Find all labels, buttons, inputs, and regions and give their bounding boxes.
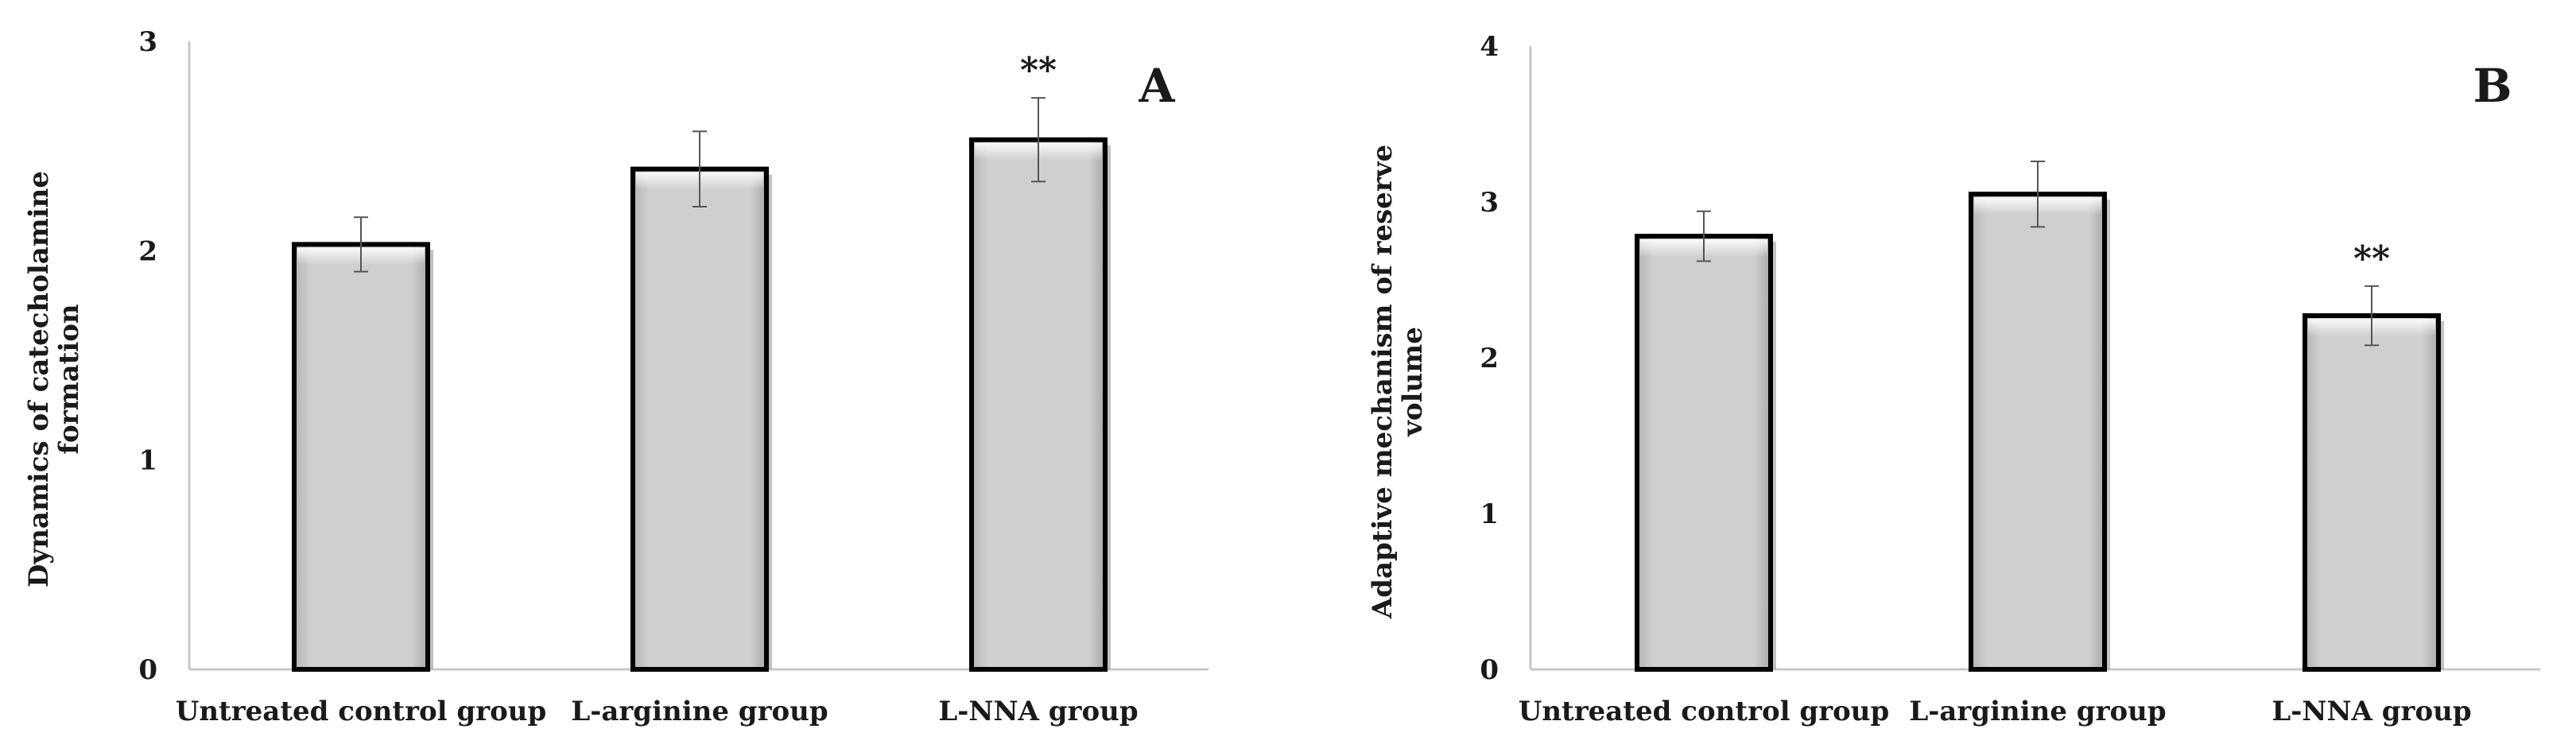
category-label: Untreated control group	[1519, 696, 1890, 727]
bar	[1635, 234, 1773, 672]
category-label: L-arginine group	[1909, 696, 2166, 727]
y-axis-label-line: volume	[1397, 327, 1429, 437]
category-label: L-NNA group	[938, 696, 1138, 727]
bar	[969, 137, 1108, 672]
chart-panel-A: 0 1 2 3 Dynamics of catecholamineformation A U…	[23, 26, 1208, 727]
bar	[630, 166, 769, 672]
y-tick-label: 1	[1480, 498, 1499, 530]
y-axis-label-line: Dynamics of catecholamine	[23, 171, 55, 587]
panel-label: A	[1138, 59, 1175, 113]
bar	[1969, 192, 2107, 672]
y-axis-label-line: Adaptive mechanism of reserve	[1367, 145, 1399, 619]
significance-marker: **	[2353, 238, 2390, 279]
y-tick-label: 2	[1480, 343, 1499, 374]
y-tick-label: 4	[1480, 31, 1499, 63]
y-axis-label: Adaptive mechanism of reservevolume	[1367, 145, 1429, 619]
significance-marker: **	[1020, 50, 1057, 91]
y-tick-label: 2	[138, 235, 157, 267]
y-tick-label: 1	[138, 445, 157, 477]
bar	[2302, 313, 2441, 672]
y-tick-label: 0	[1480, 654, 1499, 686]
bar	[292, 242, 430, 672]
y-tick-label: 0	[138, 654, 157, 686]
y-axis-label-line: formation	[53, 304, 85, 454]
y-tick-label: 3	[1480, 187, 1499, 219]
panel-label: B	[2473, 59, 2512, 113]
category-label: L-arginine group	[571, 696, 828, 727]
category-label: L-NNA group	[2271, 696, 2471, 727]
y-axis-label: Dynamics of catecholamineformation	[23, 171, 85, 587]
y-tick-label: 3	[138, 26, 157, 58]
chart-panel-B: 0 1 2 3 4 Adaptive mechanism of reservevolume…	[1367, 31, 2540, 727]
category-label: Untreated control group	[176, 696, 547, 727]
